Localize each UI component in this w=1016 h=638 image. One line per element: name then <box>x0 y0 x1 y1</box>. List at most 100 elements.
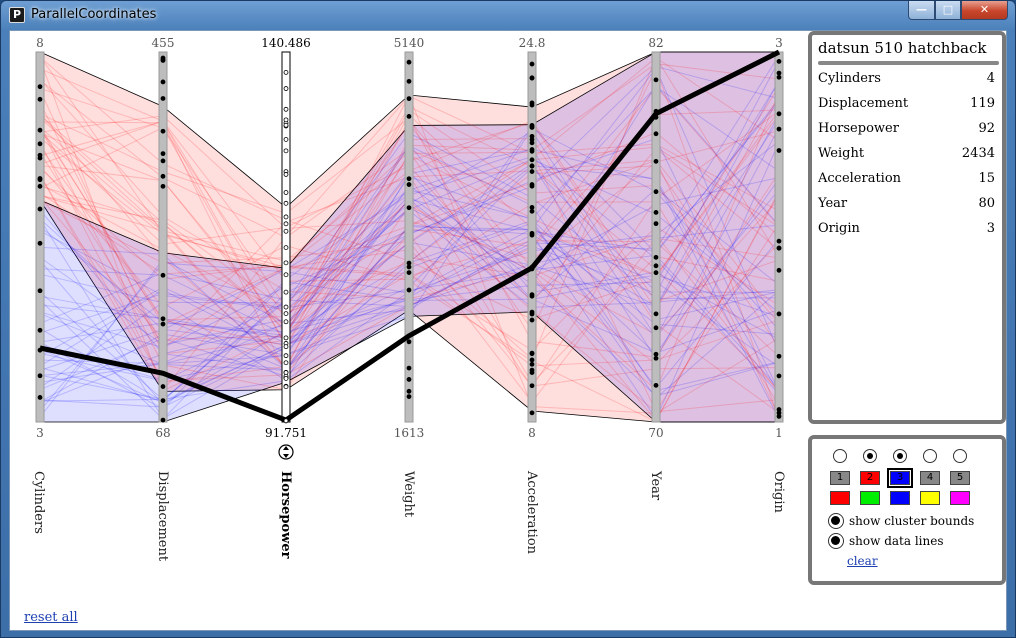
axis-max-label: 455 <box>152 36 175 50</box>
axis-point <box>283 86 289 91</box>
cluster-radio-5[interactable] <box>953 449 967 463</box>
cluster-radio-1[interactable] <box>833 449 847 463</box>
axis-max-label: 8 <box>36 36 44 50</box>
color-swatch-red[interactable] <box>830 491 850 505</box>
range-arrows-icon <box>283 446 289 458</box>
axis-min-label: 70 <box>648 426 663 440</box>
color-swatch-green[interactable] <box>860 491 880 505</box>
axis-point <box>283 360 289 366</box>
axis-point <box>160 158 166 164</box>
axis-point <box>529 102 535 108</box>
axis-point <box>776 126 782 132</box>
cluster-button-4[interactable]: 4 <box>920 471 940 485</box>
axis-point <box>406 59 412 65</box>
reset-all-link[interactable]: reset all <box>24 610 78 625</box>
axis-label-horsepower: Horsepower <box>278 471 293 559</box>
axis-point <box>653 270 659 276</box>
axis-point <box>529 370 535 375</box>
axis-point <box>283 418 289 424</box>
axis-point <box>529 208 535 214</box>
axis-point <box>283 376 289 381</box>
record-info-panel: datsun 510 hatchback Cylinders 4 Displace… <box>808 31 1006 424</box>
axis-point <box>529 169 535 174</box>
axis-point <box>406 176 412 182</box>
axis-point <box>653 114 659 120</box>
color-swatch-yellow[interactable] <box>920 491 940 505</box>
axis-point <box>529 410 535 416</box>
axis-point <box>406 388 412 394</box>
axis-point <box>283 335 289 341</box>
axis-point <box>529 361 535 367</box>
axis-point <box>160 316 166 322</box>
axis-point <box>406 339 412 345</box>
maximize-button[interactable]: □ <box>935 1 961 20</box>
axis-point <box>37 152 43 158</box>
cluster-button-5[interactable]: 5 <box>950 471 970 485</box>
axis-point <box>653 189 659 195</box>
axis-point <box>37 288 43 294</box>
axis-point <box>283 190 289 195</box>
cluster-radio-2[interactable] <box>863 449 877 463</box>
axis-point <box>160 151 166 157</box>
cluster-button-3[interactable]: 3 <box>887 468 913 488</box>
axis-label-origin: Origin <box>771 471 786 513</box>
axis-point <box>37 141 43 147</box>
axis-min-label: 68 <box>155 426 170 440</box>
cluster-radio-4[interactable] <box>923 449 937 463</box>
axis-label-acceleration: Acceleration <box>524 471 539 555</box>
client-area: 8 3 455 68 140.486 91.751 5140 1613 24.8 8 82 70 3 1 … <box>9 30 1007 631</box>
axis-point <box>283 344 289 350</box>
axis-point <box>37 96 43 102</box>
axis-point <box>529 205 535 210</box>
record-divider <box>818 61 999 65</box>
axis-point <box>283 384 289 390</box>
show-data-lines-toggle[interactable] <box>828 533 844 549</box>
axis-point <box>37 395 43 400</box>
axis-point <box>776 238 782 244</box>
show-data-lines-label: show data lines <box>849 534 944 548</box>
axis-point <box>529 317 535 323</box>
axis-point <box>283 245 289 250</box>
show-cluster-bounds-toggle[interactable] <box>828 513 844 529</box>
axis-point <box>37 240 43 246</box>
info-row-horsepower: Horsepower 92 <box>818 121 995 136</box>
axis-bar-origin <box>774 51 784 423</box>
axis-point <box>160 417 166 423</box>
axis-point <box>283 172 289 177</box>
color-swatch-magenta[interactable] <box>950 491 970 505</box>
axis-point <box>160 321 166 327</box>
clear-link[interactable]: clear <box>847 554 878 568</box>
cluster-control-panel: 1 2 3 4 5 show cluster bounds show data … <box>808 435 1006 585</box>
axis-point <box>529 293 535 299</box>
axis-point <box>406 264 412 270</box>
axis-min-label: 3 <box>36 426 44 440</box>
cluster-radio-3[interactable] <box>893 449 907 463</box>
axis-point <box>160 272 166 278</box>
axis-point <box>160 173 166 179</box>
axis-point <box>653 263 659 269</box>
axis-point <box>406 205 412 211</box>
axis-point <box>653 108 659 114</box>
range-handle-icon <box>278 444 294 460</box>
axis-point <box>529 140 535 146</box>
cluster-button-2[interactable]: 2 <box>860 471 880 485</box>
axis-point <box>776 353 782 359</box>
axis-point <box>653 131 659 137</box>
axis-point <box>529 147 535 152</box>
axis-point <box>529 133 535 139</box>
parallel-coordinates-plot[interactable]: 8 3 455 68 140.486 91.751 5140 1613 24.8 8 82 70 3 1 <box>10 31 808 632</box>
axis-max-label: 3 <box>775 36 783 50</box>
close-button[interactable]: ✕ <box>961 1 1008 20</box>
cluster-button-1[interactable]: 1 <box>830 471 850 485</box>
window-title: ParallelCoordinates <box>31 7 157 22</box>
axis-point <box>653 382 659 388</box>
axis-point <box>776 373 782 379</box>
axis-point <box>776 70 782 76</box>
axis-point <box>283 200 289 206</box>
title-bar[interactable]: P ParallelCoordinates — □ ✕ <box>1 1 1015 29</box>
axis-label-weight: Weight <box>401 471 416 518</box>
app-icon: P <box>9 7 25 23</box>
minimize-button[interactable]: — <box>908 1 935 20</box>
color-swatch-blue[interactable] <box>890 491 910 505</box>
